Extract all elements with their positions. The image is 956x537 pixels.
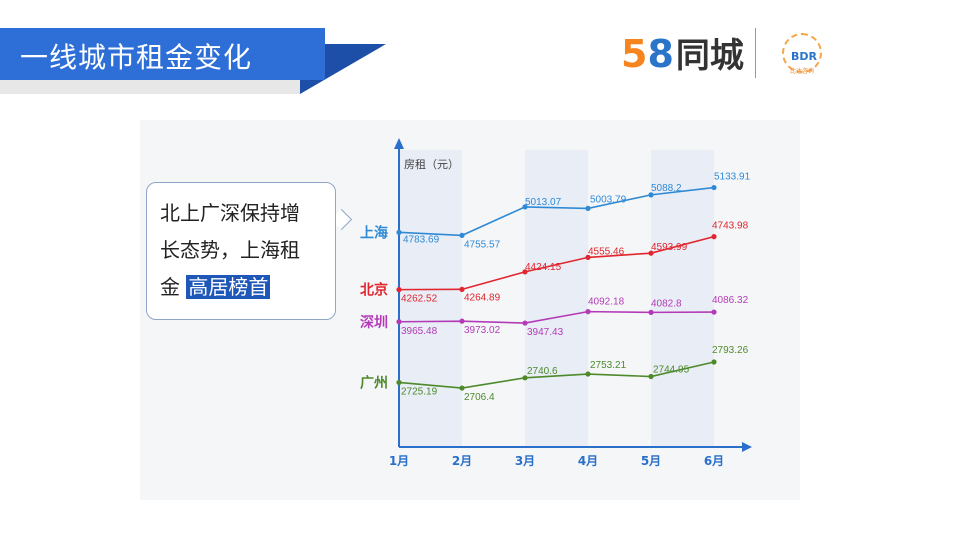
- x-tick-label-4: 5月: [641, 454, 661, 468]
- series-1-data-label-3: 4555.46: [588, 246, 625, 257]
- series-3-point-5: [711, 359, 717, 365]
- series-0-point-2: [522, 204, 528, 210]
- series-1-data-label-4: 4593.99: [651, 242, 688, 253]
- series-1-data-label-0: 4262.52: [401, 294, 438, 305]
- series-3-point-3: [585, 371, 591, 377]
- y-axis-arrow: [394, 138, 404, 149]
- series-1-point-1: [459, 286, 465, 292]
- series-name-label-1: 北京: [360, 282, 388, 299]
- series-name-label-2: 深圳: [360, 314, 388, 331]
- chart-band-4: [651, 150, 714, 447]
- series-2-point-1: [459, 318, 465, 324]
- series-1-data-label-1: 4264.89: [464, 292, 501, 303]
- title-band: [0, 28, 325, 80]
- series-2-data-label-1: 3973.02: [464, 325, 501, 336]
- page-title: 一线城市租金变化: [20, 41, 253, 74]
- series-2-point-4: [648, 309, 654, 315]
- bdr-logo-text: BDR: [791, 50, 817, 63]
- logo-digit-8: 8: [647, 32, 674, 76]
- logo-58tongcheng: 58同城: [621, 34, 744, 76]
- callout-text: 北上广深保持增 长态势，上海租 金 高居榜首: [160, 195, 335, 306]
- series-name-label-3: 广州: [360, 374, 388, 391]
- logo-text: 同城: [675, 36, 744, 76]
- chart-band-0: [399, 150, 462, 447]
- callout-highlight: 高居榜首: [186, 275, 271, 299]
- series-2-data-label-0: 3965.48: [401, 326, 438, 337]
- series-3-point-4: [648, 373, 654, 380]
- series-0-point-1: [459, 232, 465, 238]
- series-1-point-0: [396, 287, 402, 293]
- series-0-data-label-1: 4755.57: [464, 239, 501, 250]
- series-0-data-label-4: 5088.2: [651, 183, 682, 194]
- series-3-point-2: [522, 375, 528, 381]
- logo-digit-5: 5: [621, 32, 648, 76]
- series-3-point-0: [396, 379, 402, 386]
- chart-band-2: [525, 150, 588, 447]
- series-3-data-label-4: 2744.95: [653, 365, 690, 376]
- logo-divider: [755, 28, 756, 78]
- series-2-point-2: [522, 320, 528, 326]
- bdr-logo-ring: [782, 33, 822, 73]
- callout-line-2: 长态势，上海租: [160, 238, 300, 262]
- x-tick-label-2: 3月: [515, 454, 535, 468]
- series-2-data-label-2: 3947.43: [527, 327, 564, 338]
- series-2-point-3: [585, 309, 591, 315]
- bdr-logo-subtitle: 比达咨询: [790, 68, 815, 75]
- title-underlay: [0, 80, 300, 94]
- callout-line-1: 北上广深保持增: [160, 201, 300, 225]
- series-3-data-label-1: 2706.4: [464, 392, 495, 403]
- series-0-data-label-3: 5003.79: [590, 194, 627, 205]
- bdr-logo: BDR 比达咨询: [778, 33, 828, 83]
- series-1-point-3: [585, 254, 591, 260]
- series-0-point-4: [648, 192, 654, 198]
- series-0-data-label-5: 5133.91: [714, 172, 751, 183]
- x-tick-label-5: 6月: [704, 454, 724, 468]
- series-line-0: [398, 186, 715, 237]
- series-2-data-label-5: 4086.32: [712, 295, 749, 306]
- series-3-data-label-5: 2793.26: [712, 345, 749, 356]
- series-0-point-5: [711, 184, 717, 191]
- x-axis-arrow: [742, 442, 752, 452]
- series-3-data-label-2: 2740.6: [527, 366, 558, 377]
- x-tick-label-0: 1月: [389, 454, 409, 468]
- series-0-data-label-0: 4783.69: [403, 234, 440, 245]
- series-line-3: [398, 361, 715, 389]
- series-3-point-1: [459, 385, 465, 391]
- series-3-data-label-0: 2725.19: [401, 386, 438, 397]
- series-0-point-3: [585, 205, 591, 211]
- callout-line-3-prefix: 金: [160, 275, 180, 299]
- x-tick-label-3: 4月: [578, 454, 598, 468]
- series-2-point-0: [396, 319, 402, 325]
- series-0-point-0: [396, 229, 402, 235]
- callout-line-3: 金 高居榜首: [160, 269, 335, 306]
- series-1-point-4: [648, 250, 654, 256]
- y-axis-label: 房租（元）: [404, 158, 459, 171]
- series-line-1: [398, 235, 715, 291]
- series-name-label-0: 上海: [360, 224, 388, 241]
- series-0-data-label-2: 5013.07: [525, 197, 562, 208]
- x-tick-label-1: 2月: [452, 454, 472, 468]
- series-line-2: [398, 310, 715, 324]
- series-1-data-label-2: 4424.15: [525, 262, 562, 273]
- series-2-data-label-4: 4082.8: [651, 298, 682, 309]
- series-2-point-5: [711, 309, 717, 315]
- series-1-data-label-5: 4743.98: [712, 221, 749, 232]
- series-1-point-5: [711, 234, 717, 240]
- series-3-data-label-3: 2753.21: [590, 360, 627, 371]
- series-1-point-2: [522, 269, 528, 275]
- series-2-data-label-3: 4092.18: [588, 297, 625, 308]
